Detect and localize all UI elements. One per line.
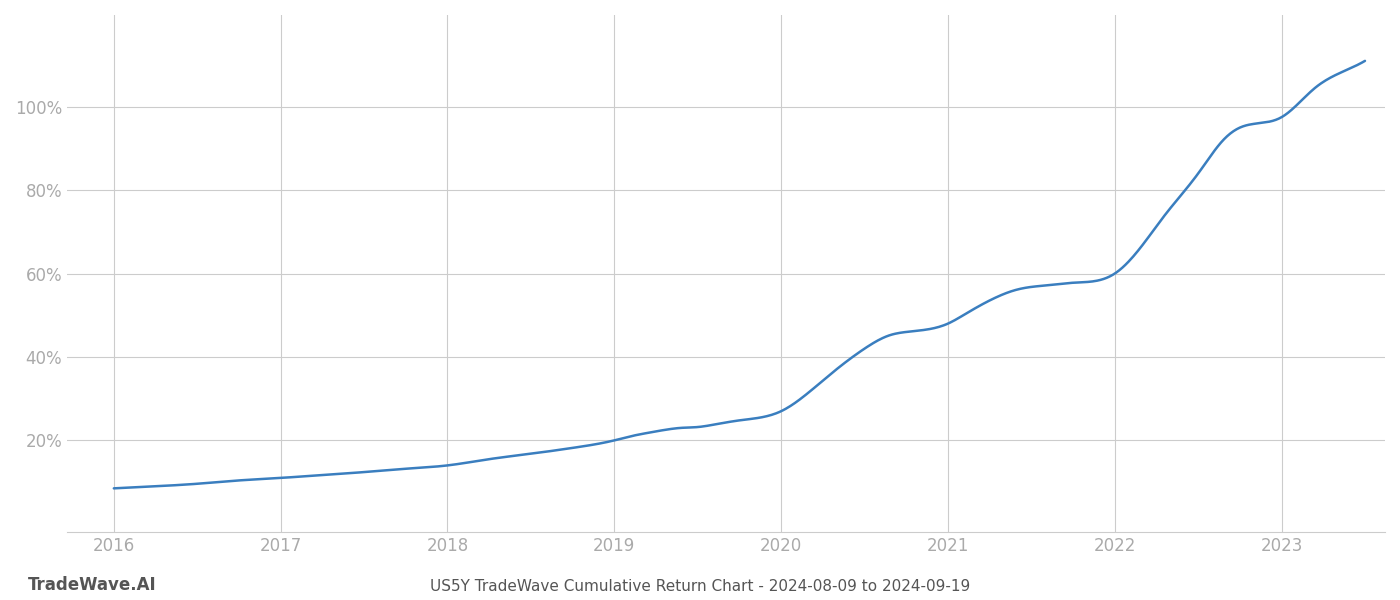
Text: TradeWave.AI: TradeWave.AI (28, 576, 157, 594)
Text: US5Y TradeWave Cumulative Return Chart - 2024-08-09 to 2024-09-19: US5Y TradeWave Cumulative Return Chart -… (430, 579, 970, 594)
